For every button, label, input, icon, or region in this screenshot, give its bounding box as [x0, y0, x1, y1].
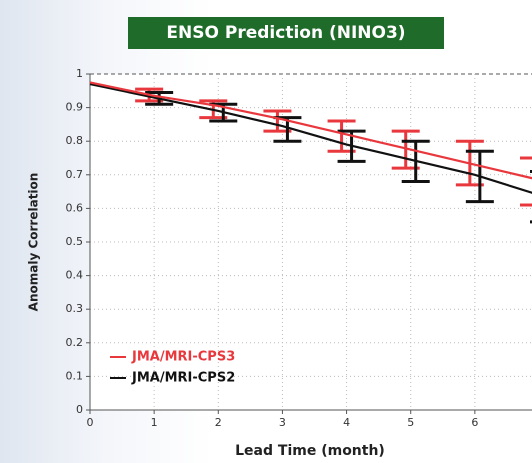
x-tick-label: 0	[87, 416, 94, 429]
x-axis-label: Lead Time (month)	[235, 443, 385, 459]
y-tick-label: 1	[76, 67, 83, 80]
y-tick-label: 0.9	[66, 101, 84, 114]
y-tick-label: 0.5	[66, 235, 84, 248]
legend-label: JMA/MRI-CPS2	[131, 371, 235, 386]
y-tick-label: 0.3	[66, 302, 84, 315]
x-tick-label: 3	[279, 416, 286, 429]
x-tick-label: 4	[343, 416, 350, 429]
y-axis-label: Anomaly Correlation	[27, 173, 41, 312]
x-tick-label: 2	[215, 416, 222, 429]
legend-label: JMA/MRI-CPS3	[131, 350, 235, 365]
y-tick-label: 0.4	[66, 269, 84, 282]
y-tick-label: 0.1	[66, 369, 84, 382]
series-line	[89, 83, 532, 194]
x-tick-label: 1	[151, 416, 158, 429]
series-line	[89, 81, 532, 180]
chart-title: ENSO Prediction (NINO3)	[166, 23, 405, 43]
y-tick-label: 0	[76, 403, 83, 416]
y-tick-label: 0.2	[66, 336, 84, 349]
y-tick-label: 0.6	[66, 201, 84, 214]
x-tick-label: 5	[407, 416, 414, 429]
x-tick-label: 6	[471, 416, 478, 429]
y-tick-label: 0.8	[66, 134, 84, 147]
title-box	[128, 17, 444, 49]
y-tick-label: 0.7	[66, 168, 84, 181]
